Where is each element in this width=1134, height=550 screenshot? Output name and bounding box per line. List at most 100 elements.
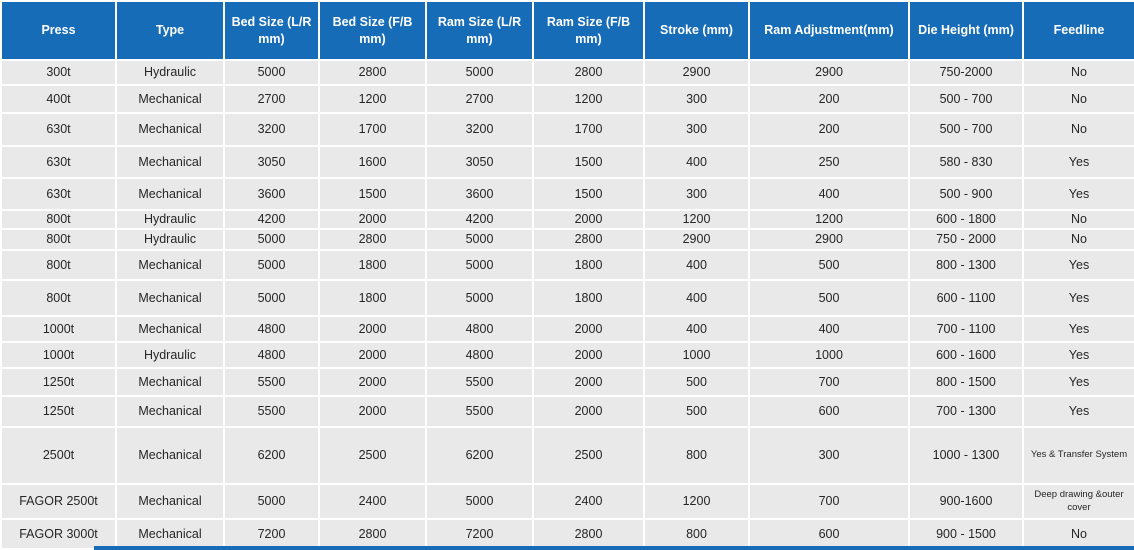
cell-stroke-mm: 1200 xyxy=(643,483,750,520)
column-header-ram-size-l-r-mm: Ram Size (L/R mm) xyxy=(425,0,534,61)
cell-type: Hydraulic xyxy=(115,209,225,230)
column-header-ram-size-f-b-mm: Ram Size (F/B mm) xyxy=(532,0,645,61)
cell-ram-size-l-r-mm: 3600 xyxy=(425,177,534,211)
column-header-stroke-mm: Stroke (mm) xyxy=(643,0,750,61)
cell-feedline: Yes xyxy=(1022,341,1134,369)
cell-die-height-mm: 700 - 1100 xyxy=(908,315,1024,343)
cell-bed-size-f-b-mm: 1800 xyxy=(318,279,427,317)
cell-feedline: No xyxy=(1022,84,1134,114)
cell-bed-size-f-b-mm: 2000 xyxy=(318,209,427,230)
cell-ram-size-l-r-mm: 5500 xyxy=(425,367,534,397)
cell-feedline: No xyxy=(1022,228,1134,251)
cell-stroke-mm: 300 xyxy=(643,84,750,114)
cell-press: FAGOR 3000t xyxy=(0,518,117,550)
cell-ram-adjustment-mm: 700 xyxy=(748,483,910,520)
cell-press: 800t xyxy=(0,279,117,317)
cell-feedline: Yes xyxy=(1022,177,1134,211)
cell-ram-size-f-b-mm: 2800 xyxy=(532,518,645,550)
cell-type: Hydraulic xyxy=(115,59,225,86)
cell-type: Mechanical xyxy=(115,315,225,343)
cell-bed-size-f-b-mm: 2000 xyxy=(318,315,427,343)
cell-feedline: Yes xyxy=(1022,249,1134,281)
cell-bed-size-f-b-mm: 2500 xyxy=(318,426,427,485)
cell-press: 800t xyxy=(0,209,117,230)
cell-type: Mechanical xyxy=(115,426,225,485)
cell-stroke-mm: 500 xyxy=(643,367,750,397)
table-row: 630t Mechanical 3200 1700 3200 1700 300 200 500 … xyxy=(0,112,1134,147)
cell-bed-size-l-r-mm: 3200 xyxy=(223,112,320,147)
cell-type: Hydraulic xyxy=(115,341,225,369)
table-row: 1250t Mechanical 5500 2000 5500 2000 500 600 700… xyxy=(0,395,1134,428)
cell-feedline: No xyxy=(1022,112,1134,147)
cell-die-height-mm: 600 - 1100 xyxy=(908,279,1024,317)
cell-type: Mechanical xyxy=(115,483,225,520)
cell-ram-adjustment-mm: 500 xyxy=(748,249,910,281)
column-header-die-height-mm: Die Height (mm) xyxy=(908,0,1024,61)
cell-type: Mechanical xyxy=(115,177,225,211)
cell-bed-size-l-r-mm: 5000 xyxy=(223,483,320,520)
cell-ram-size-l-r-mm: 3050 xyxy=(425,145,534,179)
cell-stroke-mm: 800 xyxy=(643,518,750,550)
cell-type: Mechanical xyxy=(115,395,225,428)
cell-die-height-mm: 580 - 830 xyxy=(908,145,1024,179)
cell-feedline: Yes xyxy=(1022,315,1134,343)
cell-ram-adjustment-mm: 200 xyxy=(748,84,910,114)
table-row: 300t Hydraulic 5000 2800 5000 2800 2900 2900 750… xyxy=(0,59,1134,86)
cell-feedline: No xyxy=(1022,518,1134,550)
table-header: Press Type Bed Size (L/R mm) Bed Size (F/B … xyxy=(0,0,1134,61)
cell-type: Mechanical xyxy=(115,145,225,179)
cell-press: 800t xyxy=(0,249,117,281)
cell-feedline: Yes & Transfer System xyxy=(1022,426,1134,485)
cell-type: Hydraulic xyxy=(115,228,225,251)
cell-bed-size-l-r-mm: 2700 xyxy=(223,84,320,114)
table-row: 630t Mechanical 3050 1600 3050 1500 400 250 580 … xyxy=(0,145,1134,179)
cell-stroke-mm: 400 xyxy=(643,249,750,281)
cell-die-height-mm: 600 - 1600 xyxy=(908,341,1024,369)
cell-die-height-mm: 900-1600 xyxy=(908,483,1024,520)
cell-die-height-mm: 800 - 1300 xyxy=(908,249,1024,281)
column-header-feedline: Feedline xyxy=(1022,0,1134,61)
cell-die-height-mm: 750 - 2000 xyxy=(908,228,1024,251)
cell-bed-size-l-r-mm: 5000 xyxy=(223,228,320,251)
cell-press: 1000t xyxy=(0,315,117,343)
cell-ram-size-l-r-mm: 5000 xyxy=(425,279,534,317)
cell-ram-size-l-r-mm: 5500 xyxy=(425,395,534,428)
cell-ram-size-f-b-mm: 2500 xyxy=(532,426,645,485)
cell-type: Mechanical xyxy=(115,84,225,114)
cell-die-height-mm: 500 - 700 xyxy=(908,84,1024,114)
cell-bed-size-f-b-mm: 1200 xyxy=(318,84,427,114)
cell-ram-size-l-r-mm: 6200 xyxy=(425,426,534,485)
table-row: 1000t Hydraulic 4800 2000 4800 2000 1000 1000 60… xyxy=(0,341,1134,369)
cell-ram-size-l-r-mm: 2700 xyxy=(425,84,534,114)
cell-press: 400t xyxy=(0,84,117,114)
cell-stroke-mm: 1200 xyxy=(643,209,750,230)
cell-ram-adjustment-mm: 1200 xyxy=(748,209,910,230)
cell-die-height-mm: 700 - 1300 xyxy=(908,395,1024,428)
cell-type: Mechanical xyxy=(115,112,225,147)
cell-press: 300t xyxy=(0,59,117,86)
table-row: 800t Hydraulic 4200 2000 4200 2000 1200 1200 600… xyxy=(0,209,1134,230)
cell-press: 630t xyxy=(0,112,117,147)
cell-feedline: Yes xyxy=(1022,279,1134,317)
cell-bed-size-f-b-mm: 1700 xyxy=(318,112,427,147)
cell-press: 630t xyxy=(0,177,117,211)
cell-feedline: No xyxy=(1022,59,1134,86)
cell-ram-size-f-b-mm: 1500 xyxy=(532,177,645,211)
cell-bed-size-f-b-mm: 1500 xyxy=(318,177,427,211)
cell-ram-size-f-b-mm: 2000 xyxy=(532,367,645,397)
header-row: Press Type Bed Size (L/R mm) Bed Size (F/B … xyxy=(0,0,1134,61)
cell-bed-size-l-r-mm: 5000 xyxy=(223,279,320,317)
cell-die-height-mm: 750-2000 xyxy=(908,59,1024,86)
cell-ram-adjustment-mm: 400 xyxy=(748,315,910,343)
cell-ram-size-l-r-mm: 3200 xyxy=(425,112,534,147)
cell-press: 800t xyxy=(0,228,117,251)
cell-feedline: Yes xyxy=(1022,395,1134,428)
cell-ram-size-f-b-mm: 2000 xyxy=(532,395,645,428)
cell-ram-adjustment-mm: 400 xyxy=(748,177,910,211)
cell-ram-adjustment-mm: 500 xyxy=(748,279,910,317)
cell-ram-adjustment-mm: 2900 xyxy=(748,228,910,251)
table-row: 400t Mechanical 2700 1200 2700 1200 300 200 500 … xyxy=(0,84,1134,114)
cell-ram-adjustment-mm: 250 xyxy=(748,145,910,179)
column-header-type: Type xyxy=(115,0,225,61)
